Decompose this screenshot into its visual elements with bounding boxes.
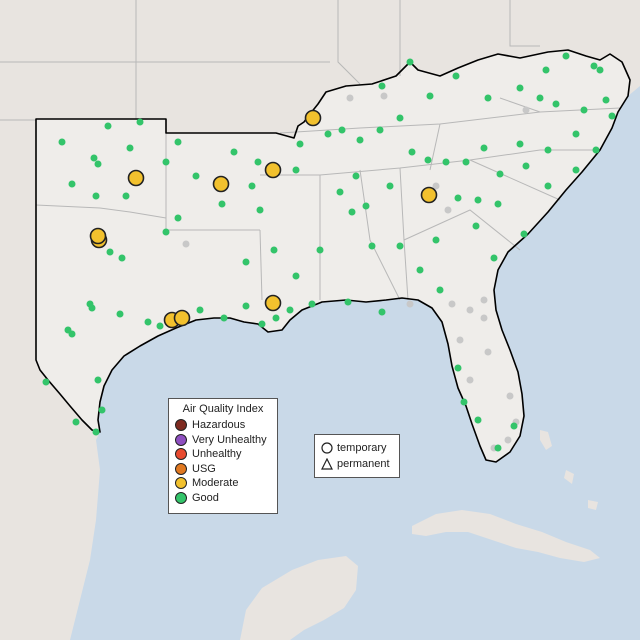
- state-borders: [0, 0, 621, 301]
- good-swatch-icon: [175, 491, 187, 504]
- circle-icon: [321, 442, 333, 454]
- legend-item-good: Good: [175, 491, 271, 506]
- legend-label: Hazardous: [192, 419, 246, 432]
- legend-label: Very Unhealthy: [192, 433, 267, 446]
- very-unhealthy-swatch-icon: [175, 433, 187, 446]
- unhealthy-swatch-icon: [175, 448, 187, 461]
- moderate-monitors: [89, 109, 438, 329]
- legend-item-very-unhealthy: Very Unhealthy: [175, 433, 271, 448]
- aqi-legend: Air Quality Index Hazardous Very Unhealt…: [168, 398, 278, 514]
- monitor-type-legend: temporary permanent: [314, 434, 400, 478]
- no-data-monitors: [182, 92, 530, 452]
- region-fill: [36, 50, 630, 462]
- legend-label: Good: [192, 491, 219, 504]
- legend-item-temporary: temporary: [321, 440, 393, 456]
- yucatan-land: [240, 556, 358, 640]
- region-outline: [35, 49, 631, 463]
- legend-label: temporary: [337, 442, 387, 454]
- good-monitors: [42, 52, 616, 452]
- legend-label: Unhealthy: [192, 448, 242, 461]
- legend-item-permanent: permanent: [321, 456, 393, 472]
- moderate-swatch-icon: [175, 477, 187, 490]
- triangle-icon: [321, 458, 333, 470]
- legend-item-usg: USG: [175, 462, 271, 477]
- cuba-land: [412, 510, 600, 562]
- legend-title: Air Quality Index: [182, 403, 264, 415]
- bahamas-land: [540, 430, 598, 510]
- legend-item-unhealthy: Unhealthy: [175, 447, 271, 462]
- legend-label: Moderate: [192, 477, 239, 490]
- usg-swatch-icon: [175, 462, 187, 475]
- legend-label: USG: [192, 462, 216, 475]
- legend-item-hazardous: Hazardous: [175, 418, 271, 433]
- legend-item-moderate: Moderate: [175, 476, 271, 491]
- legend-label: permanent: [337, 458, 390, 470]
- hazardous-swatch-icon: [175, 419, 187, 432]
